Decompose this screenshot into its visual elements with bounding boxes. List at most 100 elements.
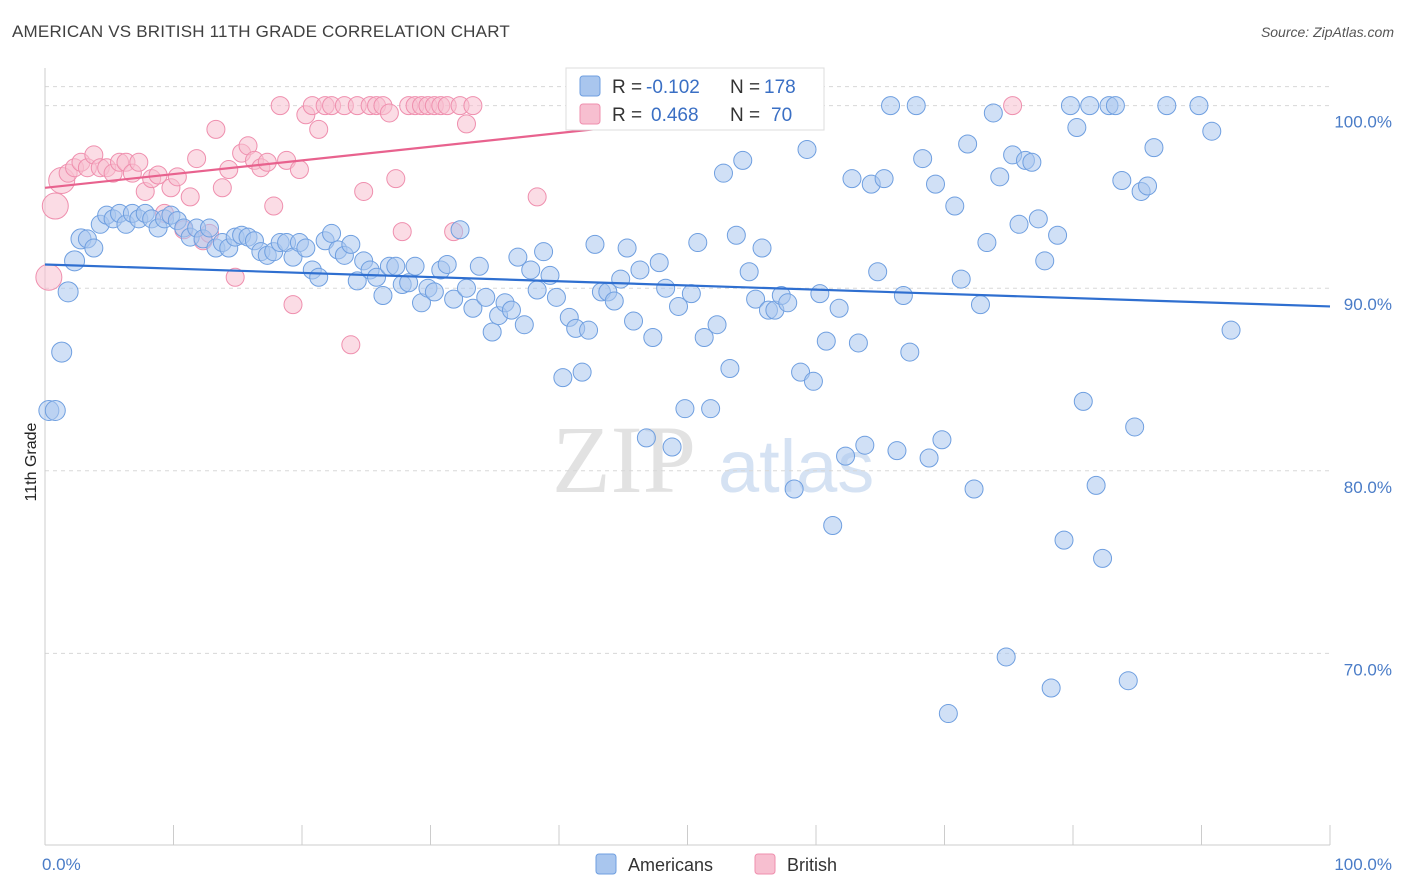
y-tick-label-1: 80.0%: [1344, 478, 1392, 497]
americans-point-125: [842, 169, 862, 189]
americans-point-51: [367, 267, 387, 287]
x-tick-label-min: 0.0%: [42, 855, 81, 874]
british-point-69: [1003, 96, 1023, 116]
americans-point-83: [572, 362, 592, 382]
americans-point-135: [906, 96, 926, 116]
americans-point-88: [604, 291, 624, 311]
british-point-39: [289, 160, 309, 180]
americans-point-137: [919, 448, 939, 468]
americans-point-63: [444, 289, 464, 309]
americans-point-1: [44, 400, 66, 422]
x-tick-label-max: 100.0%: [1334, 855, 1392, 874]
americans-point-148: [990, 167, 1010, 187]
americans-point-156: [1041, 678, 1061, 698]
british-point-42: [309, 119, 329, 139]
americans-point-110: [746, 289, 766, 309]
stats-legend: R = -0.102 N = 178 R = 0.468 N = 70: [565, 67, 825, 131]
americans-point-109: [739, 262, 759, 282]
americans-point-161: [1073, 391, 1093, 411]
americans-points: [38, 96, 1241, 724]
legend-n-label-americans: N =: [730, 77, 760, 98]
americans-point-66: [463, 298, 483, 318]
americans-point-7: [84, 238, 104, 258]
americans-point-159: [1060, 96, 1080, 116]
y-tick-label-0: 70.0%: [1344, 660, 1392, 679]
legend-n-british: 70: [771, 105, 792, 126]
y-tick-label-2: 90.0%: [1344, 295, 1392, 314]
watermark-zip: ZIP: [552, 406, 696, 513]
british-point-27: [212, 178, 232, 198]
british-point-52: [379, 103, 399, 123]
americans-point-169: [1125, 417, 1145, 437]
americans-point-142: [951, 269, 971, 289]
americans-point-116: [784, 479, 804, 499]
americans-point-140: [938, 704, 958, 724]
americans-point-139: [932, 430, 952, 450]
americans-point-98: [669, 296, 689, 316]
americans-point-174: [1189, 96, 1209, 116]
americans-point-44: [322, 223, 342, 243]
americans-point-154: [1028, 209, 1048, 229]
british-point-46: [341, 335, 361, 355]
americans-point-146: [977, 233, 997, 253]
americans-point-121: [816, 331, 836, 351]
americans-point-93: [636, 428, 656, 448]
british-point-22: [180, 187, 200, 207]
british-point-0: [35, 263, 63, 291]
americans-point-158: [1054, 530, 1074, 550]
americans-point-95: [649, 253, 669, 273]
americans-point-67: [469, 256, 489, 276]
americans-point-54: [386, 256, 406, 276]
americans-point-64: [450, 220, 470, 240]
americans-point-105: [713, 163, 733, 183]
british-point-36: [270, 96, 290, 116]
british-point-14: [129, 152, 149, 172]
series-legend-british: British: [787, 855, 837, 875]
british-point-53: [386, 169, 406, 189]
americans-point-167: [1112, 170, 1132, 190]
americans-point-118: [797, 139, 817, 159]
americans-point-75: [521, 260, 541, 280]
stats-legend-box: [565, 67, 825, 131]
british-point-26: [206, 119, 226, 139]
series-legend-swatch-british: [754, 853, 776, 875]
americans-point-77: [534, 242, 554, 262]
americans-point-119: [803, 371, 823, 391]
americans-point-153: [1022, 152, 1042, 172]
series-legend-swatch-americans: [595, 853, 617, 875]
americans-point-126: [848, 333, 868, 353]
americans-point-60: [424, 282, 444, 302]
british-point-23: [187, 149, 207, 169]
americans-point-68: [476, 287, 496, 307]
americans-point-85: [585, 234, 605, 254]
y-axis-label: 11th Grade: [23, 422, 40, 501]
british-point-29: [225, 267, 245, 287]
americans-point-2: [51, 341, 73, 363]
americans-point-42: [309, 267, 329, 287]
americans-point-69: [482, 322, 502, 342]
americans-point-99: [675, 399, 695, 419]
americans-point-132: [887, 441, 907, 461]
americans-point-133: [893, 286, 913, 305]
trend-line-americans: [44, 263, 1331, 308]
americans-point-111: [752, 238, 772, 258]
americans-point-160: [1067, 118, 1087, 138]
americans-point-72: [501, 300, 521, 320]
americans-point-162: [1080, 96, 1100, 116]
americans-point-145: [970, 295, 990, 315]
series-legend-americans: Americans: [628, 855, 713, 875]
y-tick-label-3: 100.0%: [1334, 113, 1392, 132]
legend-r-label-americans: R =: [612, 77, 642, 98]
americans-point-127: [855, 435, 875, 455]
americans-point-3: [57, 281, 79, 303]
british-point-1: [41, 192, 69, 220]
americans-point-96: [656, 278, 676, 298]
americans-point-101: [688, 233, 708, 253]
americans-point-134: [900, 342, 920, 362]
british-points: [35, 96, 1023, 355]
americans-point-164: [1093, 548, 1113, 568]
chart-source: Source: ZipAtlas.com: [1260, 24, 1394, 40]
americans-point-163: [1086, 475, 1106, 495]
americans-point-176: [1221, 320, 1241, 340]
